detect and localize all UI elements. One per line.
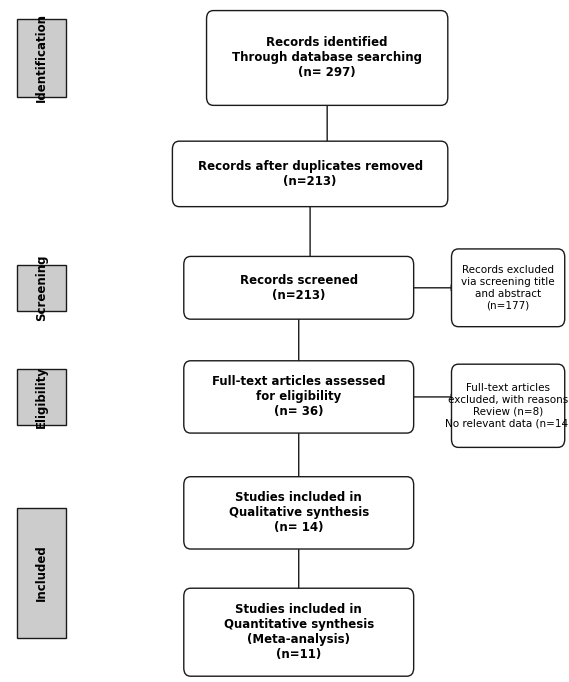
FancyBboxPatch shape — [184, 361, 414, 433]
Text: Full-text articles assessed
for eligibility
(n= 36): Full-text articles assessed for eligibil… — [212, 375, 385, 419]
FancyBboxPatch shape — [17, 369, 65, 425]
Text: Full-text articles
excluded, with reasons
Review (n=8)
No relevant data (n=14): Full-text articles excluded, with reason… — [444, 383, 569, 428]
Text: Records identified
Through database searching
(n= 297): Records identified Through database sear… — [232, 36, 422, 80]
FancyBboxPatch shape — [451, 249, 564, 327]
Text: Records after duplicates removed
(n=213): Records after duplicates removed (n=213) — [197, 160, 423, 188]
Text: Studies included in
Qualitative synthesis
(n= 14): Studies included in Qualitative synthesi… — [229, 491, 369, 535]
FancyBboxPatch shape — [451, 364, 564, 447]
Text: Eligibility: Eligibility — [35, 366, 48, 428]
FancyBboxPatch shape — [172, 141, 448, 207]
FancyBboxPatch shape — [207, 11, 448, 106]
Text: Records screened
(n=213): Records screened (n=213) — [240, 273, 358, 302]
Text: Identification: Identification — [35, 14, 48, 102]
FancyBboxPatch shape — [17, 265, 65, 311]
Text: Included: Included — [35, 544, 48, 602]
FancyBboxPatch shape — [184, 588, 414, 677]
Text: Records excluded
via screening title
and abstract
(n=177): Records excluded via screening title and… — [461, 265, 555, 310]
FancyBboxPatch shape — [17, 508, 65, 638]
FancyBboxPatch shape — [184, 477, 414, 549]
FancyBboxPatch shape — [184, 256, 414, 319]
Text: Screening: Screening — [35, 254, 48, 321]
FancyBboxPatch shape — [17, 18, 65, 97]
Text: Studies included in
Quantitative synthesis
(Meta-analysis)
(n=11): Studies included in Quantitative synthes… — [224, 603, 374, 662]
